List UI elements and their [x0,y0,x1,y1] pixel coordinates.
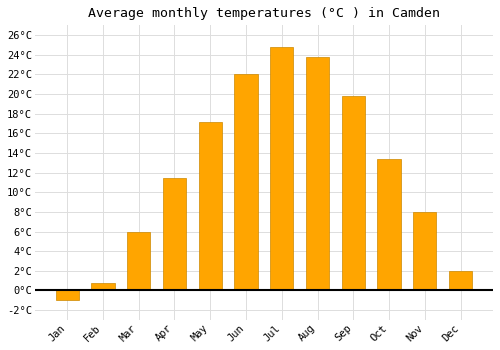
Bar [163,177,186,290]
Title: Average monthly temperatures (°C ) in Camden: Average monthly temperatures (°C ) in Ca… [88,7,440,20]
Bar [234,75,258,290]
Bar [270,47,293,290]
Bar [56,290,79,300]
Bar [449,271,472,290]
Bar [127,232,150,290]
Bar [198,121,222,290]
Bar [306,57,329,290]
Bar [413,212,436,290]
Bar [378,159,400,290]
Bar [92,282,114,290]
Bar [342,96,365,290]
